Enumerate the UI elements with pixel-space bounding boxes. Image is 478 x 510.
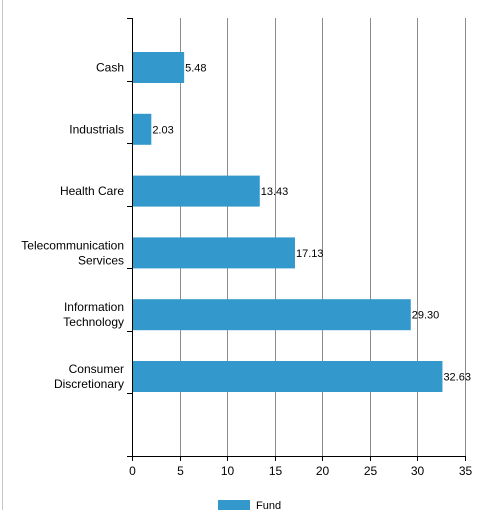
legend-swatch-fund	[218, 500, 250, 510]
bar-value-label-5: 32.63	[443, 372, 471, 384]
category-label-4-line-1: Technology	[63, 315, 124, 329]
bar-4	[133, 299, 411, 331]
x-tick-label-0: 0	[129, 464, 136, 478]
category-label-3-line-0: Telecommunication	[21, 238, 124, 252]
frame-border	[2, 0, 3, 510]
x-tick-label-5: 25	[364, 464, 378, 478]
x-tick-label-1: 5	[177, 464, 184, 478]
x-tick-label-4: 20	[316, 464, 330, 478]
x-tick-label-3: 15	[269, 464, 283, 478]
category-label-1: Industrials	[69, 122, 124, 136]
category-label-3-line-1: Services	[78, 253, 124, 267]
bar-value-label-1: 2.03	[152, 124, 173, 136]
legend-label-fund: Fund	[256, 500, 281, 510]
x-tick-label-2: 10	[221, 464, 235, 478]
category-label-2: Health Care	[60, 184, 124, 198]
x-tick-label-7: 35	[459, 464, 473, 478]
bar-2	[133, 175, 260, 207]
category-label-4-line-0: Information	[64, 300, 124, 314]
bar-3	[133, 237, 295, 269]
bar-value-label-4: 29.30	[412, 310, 440, 322]
category-label-5-line-0: Consumer	[69, 362, 124, 376]
bar-value-label-0: 5.48	[185, 63, 206, 75]
bar-value-label-3: 17.13	[296, 248, 324, 260]
bar-value-label-2: 13.43	[261, 186, 289, 198]
bar-5	[133, 361, 443, 392]
x-tick-label-6: 30	[411, 464, 425, 478]
category-label-5-line-1: Discretionary	[54, 377, 124, 391]
bar-0	[133, 52, 185, 83]
bar-1	[133, 113, 152, 145]
category-label-0: Cash	[96, 61, 124, 75]
